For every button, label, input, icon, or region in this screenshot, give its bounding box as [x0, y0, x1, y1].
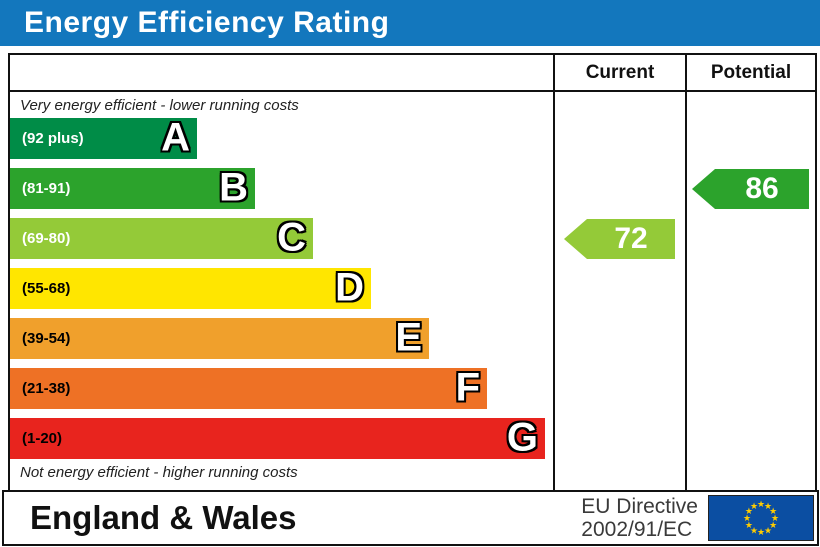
footer-bar: England & Wales EU Directive 2002/91/EC …: [2, 490, 819, 546]
column-header-current: Current: [555, 55, 687, 90]
band-range-label: (21-38): [22, 380, 71, 397]
eu-directive-line2: 2002/91/EC: [581, 518, 693, 541]
page-title: Energy Efficiency Rating: [24, 6, 390, 39]
rating-bands: (92 plus) A (81-91) B (69-80) C (55-68) D (39-54…: [10, 114, 545, 468]
region-label: England & Wales: [30, 499, 297, 536]
svg-text:★: ★: [750, 525, 758, 535]
band-range-label: (69-80): [22, 230, 71, 247]
rating-band-a: (92 plus) A: [10, 114, 197, 159]
potential-rating-value: 86: [715, 169, 809, 209]
band-letter: G: [506, 414, 538, 459]
eu-flag: ★ ★ ★ ★ ★ ★ ★ ★ ★ ★ ★ ★: [708, 495, 814, 541]
svg-text:★: ★: [769, 520, 777, 530]
current-rating-arrow: 72: [564, 219, 675, 259]
column-header-potential: Potential: [710, 61, 792, 83]
svg-text:★: ★: [750, 501, 758, 511]
potential-column: [687, 92, 815, 490]
caption-very-efficient: Very energy efficient - lower running co…: [20, 97, 299, 114]
chart-header-cell: [10, 55, 555, 90]
svg-text:★: ★: [745, 520, 753, 530]
band-letter: A: [161, 114, 190, 159]
rating-band-f: (21-38) F: [10, 364, 487, 409]
svg-text:★: ★: [745, 506, 753, 516]
band-range-label: (39-54): [22, 330, 71, 347]
eu-flag-stars-icon: ★★★★★★★★★★★★: [743, 499, 779, 537]
arrow-tip-icon: [564, 219, 587, 259]
svg-text:★: ★: [769, 506, 777, 516]
current-column: [555, 92, 687, 490]
band-range-label: (81-91): [22, 180, 71, 197]
band-range-label: (1-20): [22, 430, 63, 447]
rating-band-g: (1-20) G: [10, 414, 545, 459]
rating-band-e: (39-54) E: [10, 314, 429, 359]
rating-band-c: (69-80) C: [10, 214, 313, 259]
arrow-tip-icon: [692, 169, 715, 209]
potential-rating-arrow: 86: [692, 169, 809, 209]
svg-text:★: ★: [771, 513, 779, 523]
svg-text:★: ★: [743, 513, 751, 523]
rating-band-d: (55-68) D: [10, 264, 371, 309]
band-letter: D: [335, 264, 364, 309]
band-letter: C: [277, 214, 306, 259]
svg-text:★: ★: [764, 501, 772, 511]
band-letter: B: [219, 164, 248, 209]
chart-column: Very energy efficient - lower running co…: [10, 92, 555, 490]
title-bar: Energy Efficiency Rating: [0, 0, 820, 46]
eu-directive-label: EU Directive 2002/91/EC: [581, 495, 708, 541]
svg-text:★: ★: [757, 499, 765, 509]
band-range-label: (55-68): [22, 280, 71, 297]
band-letter: E: [395, 314, 422, 359]
current-rating-value: 72: [587, 219, 675, 259]
caption-not-efficient: Not energy efficient - higher running co…: [20, 464, 298, 481]
band-letter: F: [455, 364, 480, 409]
svg-text:★: ★: [757, 527, 765, 537]
table-body-row: Very energy efficient - lower running co…: [10, 92, 815, 490]
energy-rating-table: Current Potential Very energy efficient …: [8, 53, 817, 492]
band-range-label: (92 plus): [22, 130, 84, 147]
table-header-row: Current Potential: [10, 55, 815, 92]
eu-directive-line1: EU Directive: [581, 494, 698, 518]
svg-text:★: ★: [764, 525, 772, 535]
rating-band-b: (81-91) B: [10, 164, 255, 209]
